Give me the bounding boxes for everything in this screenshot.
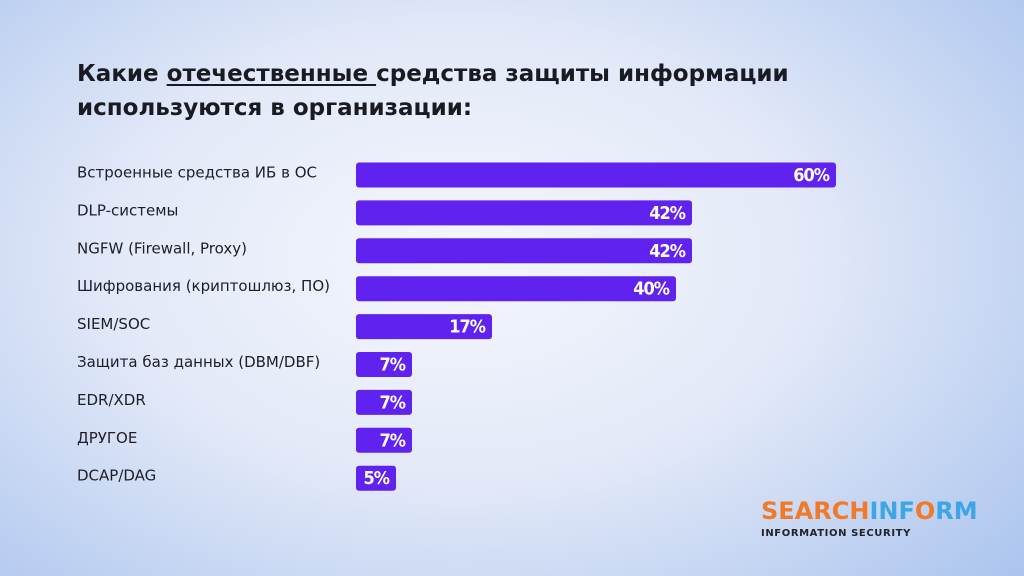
category-label: Шифрования (криптошлюз, ПО) — [77, 277, 330, 295]
title-underlined: отечественные — [166, 61, 377, 87]
category-label: Защита баз данных (DBM/DBF) — [77, 353, 320, 371]
category-label: ДРУГОЕ — [77, 429, 137, 447]
bar — [356, 162, 836, 188]
logo-subtitle: INFORMATION SECURITY — [761, 528, 911, 539]
bar — [356, 238, 692, 264]
value-label: 7% — [380, 355, 406, 376]
value-label: 5% — [364, 468, 390, 489]
bar — [356, 389, 412, 415]
bar — [356, 276, 676, 302]
bar — [356, 314, 492, 340]
value-label: 17% — [449, 317, 486, 338]
title-part1: Какие — [77, 61, 167, 87]
value-label: 42% — [649, 203, 686, 224]
searchinform-logo: SEARCHINFORM INFORMATION SECURITY — [761, 497, 991, 539]
bar — [356, 352, 412, 377]
category-label: SIEM/SOC — [77, 315, 150, 333]
bar — [356, 427, 412, 453]
category-label: DCAP/DAG — [77, 467, 156, 485]
bar — [356, 465, 396, 491]
value-label: 7% — [380, 430, 406, 451]
value-label: 42% — [649, 241, 686, 262]
page-title: Какие отечественные средства защиты инфо… — [77, 57, 837, 125]
bar — [356, 200, 692, 226]
value-label: 7% — [380, 392, 406, 413]
title-part2: средства защиты информации используются … — [77, 61, 789, 121]
category-label: DLP-системы — [77, 201, 178, 219]
category-label: NGFW (Firewall, Proxy) — [77, 239, 247, 257]
logo-wordmark: SEARCHINFORM — [761, 497, 978, 525]
value-label: 60% — [793, 165, 830, 186]
category-label: EDR/XDR — [77, 391, 146, 409]
category-label: Встроенные средства ИБ в ОС — [77, 164, 317, 182]
value-label: 40% — [633, 279, 670, 300]
